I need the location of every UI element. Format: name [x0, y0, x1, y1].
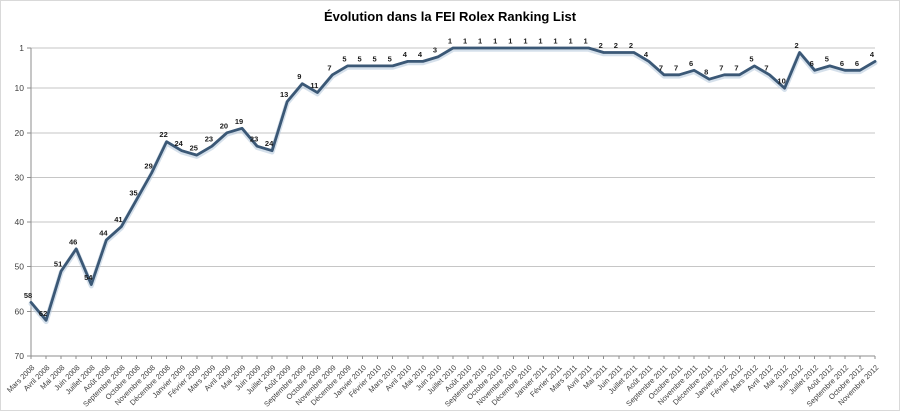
data-label: 62 [39, 309, 47, 318]
data-label: 1 [584, 37, 588, 46]
data-label: 5 [373, 54, 377, 63]
data-label: 4 [403, 50, 408, 59]
data-label: 22 [159, 130, 167, 139]
data-label: 4 [644, 50, 649, 59]
data-label: 9 [297, 72, 301, 81]
data-label: 1 [493, 37, 497, 46]
data-label: 6 [810, 59, 814, 68]
y-axis-label: 1 [19, 43, 24, 53]
series-line [29, 46, 877, 322]
y-axis-label: 40 [15, 217, 25, 227]
data-label: 7 [659, 63, 663, 72]
data-label: 24 [175, 139, 184, 148]
data-label: 2 [599, 41, 603, 50]
data-label: 8 [704, 68, 708, 77]
data-label: 23 [205, 135, 213, 144]
y-axis-label: 20 [15, 128, 25, 138]
data-label: 44 [99, 228, 108, 237]
data-label: 7 [764, 63, 768, 72]
data-label: 1 [523, 37, 527, 46]
data-label: 4 [870, 50, 875, 59]
y-axis-label: 30 [15, 172, 25, 182]
data-label: 6 [855, 59, 859, 68]
data-label: 13 [280, 90, 288, 99]
data-label: 5 [388, 54, 392, 63]
data-label: 23 [250, 135, 258, 144]
data-label: 46 [69, 237, 77, 246]
data-label: 20 [220, 121, 228, 130]
data-label: 35 [129, 188, 137, 197]
data-label: 7 [734, 63, 738, 72]
data-label: 6 [689, 59, 693, 68]
data-label: 1 [553, 37, 557, 46]
data-label: 2 [629, 41, 633, 50]
data-label: 10 [777, 77, 785, 86]
data-label: 1 [569, 37, 573, 46]
y-axis-label: 50 [15, 262, 25, 272]
data-label: 41 [114, 215, 122, 224]
data-label: 6 [840, 59, 844, 68]
data-label: 4 [418, 50, 423, 59]
data-label: 25 [190, 144, 198, 153]
y-axis-label: 70 [15, 351, 25, 361]
data-label: 24 [265, 139, 274, 148]
data-label: 5 [749, 54, 753, 63]
data-label: 1 [463, 37, 467, 46]
x-ticks [30, 356, 876, 359]
data-label: 3 [433, 45, 437, 54]
data-label: 7 [327, 63, 331, 72]
data-label: 54 [84, 273, 93, 282]
data-label: 5 [825, 54, 829, 63]
data-label: 1 [508, 37, 512, 46]
data-label: 1 [538, 37, 542, 46]
data-label: 5 [358, 54, 362, 63]
data-label: 7 [674, 63, 678, 72]
data-label: 1 [448, 37, 452, 46]
y-axis-label: 60 [15, 306, 25, 316]
data-label: 5 [342, 54, 346, 63]
data-label: 19 [235, 117, 243, 126]
data-label: 11 [310, 81, 318, 90]
data-label: 58 [24, 291, 32, 300]
data-label: 7 [719, 63, 723, 72]
series-line-shadow [28, 46, 878, 325]
y-axis-labels: 1 10 20 30 40 50 60 70 [15, 43, 25, 361]
data-label: 1 [478, 37, 482, 46]
data-label: 29 [144, 162, 152, 171]
y-gridlines [27, 47, 875, 357]
data-label: 2 [614, 41, 618, 50]
data-label: 2 [795, 41, 799, 50]
data-label: 51 [54, 260, 62, 269]
y-axis-label: 10 [15, 83, 25, 93]
chart-title: Évolution dans la FEI Rolex Ranking List [323, 9, 577, 24]
